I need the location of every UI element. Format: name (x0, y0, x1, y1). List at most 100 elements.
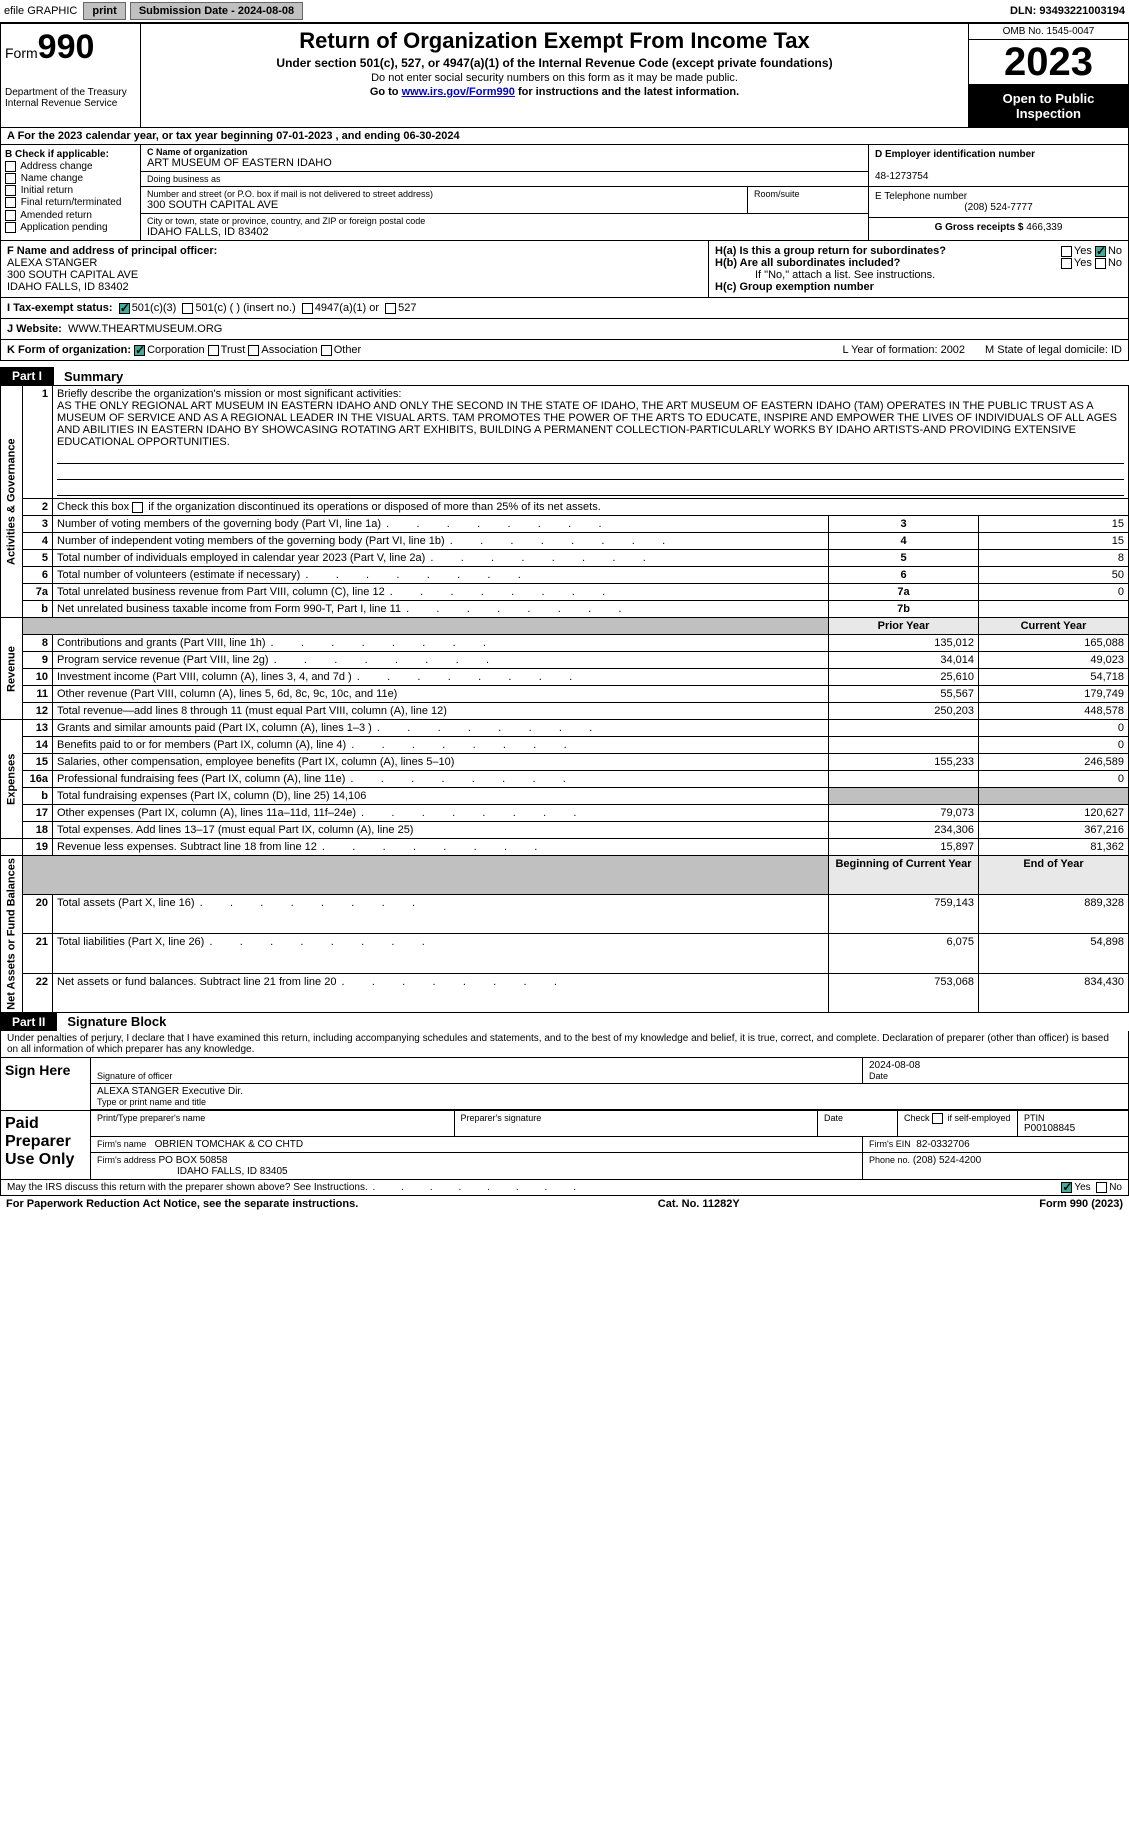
footer-form: Form 990 (2023) (1039, 1198, 1123, 1210)
ptin-value: P00108845 (1024, 1123, 1122, 1134)
line-16b-num: b (23, 788, 53, 805)
line-17-num: 17 (23, 805, 53, 822)
officer-name: ALEXA STANGER Executive Dir. (97, 1086, 1122, 1097)
f-addr1: 300 SOUTH CAPITAL AVE (7, 269, 138, 281)
summary-table: Activities & Governance 1 Briefly descri… (0, 385, 1129, 1013)
goto-post: for instructions and the latest informat… (515, 86, 739, 98)
chk-hb-yes[interactable] (1061, 258, 1072, 269)
line-7a-desc: Total unrelated business revenue from Pa… (53, 584, 829, 601)
line-17-curr: 120,627 (979, 805, 1129, 822)
line-22-num: 22 (23, 973, 53, 1012)
line-15-prior: 155,233 (829, 754, 979, 771)
i-4947: 4947(a)(1) or (315, 302, 379, 314)
chk-assoc[interactable] (248, 345, 259, 356)
chk-initial-return[interactable] (5, 185, 16, 196)
line-11-num: 11 (23, 686, 53, 703)
row-a-text: A For the 2023 calendar year, or tax yea… (7, 130, 460, 142)
line-7b-val (979, 601, 1129, 618)
chk-other[interactable] (321, 345, 332, 356)
ha-yes: Yes (1074, 245, 1092, 257)
line-16b-desc: Total fundraising expenses (Part IX, col… (53, 788, 829, 805)
form-subtitle-1: Under section 501(c), 527, or 4947(a)(1)… (145, 56, 964, 70)
print-button[interactable]: print (83, 2, 125, 20)
chk-corp[interactable] (134, 345, 145, 356)
line-2-desc: Check this box if the organization disco… (53, 499, 1129, 516)
chk-ha-no[interactable] (1095, 246, 1106, 257)
city-value: IDAHO FALLS, ID 83402 (147, 226, 862, 238)
line-13-num: 13 (23, 720, 53, 737)
i-527: 527 (398, 302, 416, 314)
line-1-num: 1 (23, 386, 53, 499)
chk-hb-no[interactable] (1095, 258, 1106, 269)
chk-application-pending[interactable] (5, 222, 16, 233)
firm-phone-label: Phone no. (869, 1155, 910, 1165)
firm-name-label: Firm's name (97, 1139, 146, 1149)
line-7a-num: 7a (23, 584, 53, 601)
line-21-desc: Total liabilities (Part X, line 26) (53, 934, 829, 973)
line-7b-desc: Net unrelated business taxable income fr… (53, 601, 829, 618)
col-c-org-info: C Name of organization ART MUSEUM OF EAS… (141, 145, 868, 240)
line-16a-desc: Professional fundraising fees (Part IX, … (53, 771, 829, 788)
chk-line2[interactable] (132, 502, 143, 513)
chk-address-change[interactable] (5, 161, 16, 172)
line-3-val: 15 (979, 516, 1129, 533)
dba-label: Doing business as (147, 174, 862, 184)
row-a-tax-year: A For the 2023 calendar year, or tax yea… (0, 128, 1129, 145)
i-label: I Tax-exempt status: (7, 302, 113, 314)
k-trust: Trust (221, 344, 246, 356)
chk-final-return[interactable] (5, 197, 16, 208)
line-4-desc: Number of independent voting members of … (53, 533, 829, 550)
chk-ha-yes[interactable] (1061, 246, 1072, 257)
chk-self-employed[interactable] (932, 1113, 943, 1124)
line-6-desc: Total number of volunteers (estimate if … (53, 567, 829, 584)
side-activities: Activities & Governance (1, 386, 23, 618)
firm-ein: 82-0332706 (916, 1139, 969, 1150)
j-label: J Website: (7, 323, 62, 335)
line-10-curr: 54,718 (979, 669, 1129, 686)
firm-addr1: PO BOX 50858 (159, 1155, 228, 1166)
chk-501c3[interactable] (119, 303, 130, 314)
hb-note: If "No," attach a list. See instructions… (715, 269, 1122, 281)
fgh-row: F Name and address of principal officer:… (0, 241, 1129, 298)
chk-discuss-yes[interactable] (1061, 1182, 1072, 1193)
line-8-num: 8 (23, 635, 53, 652)
line-7a-val: 0 (979, 584, 1129, 601)
goto-pre: Go to (370, 86, 402, 98)
top-bar: efile GRAPHIC print Submission Date - 20… (0, 0, 1129, 24)
line-10-num: 10 (23, 669, 53, 686)
lbl-initial-return: Initial return (21, 185, 73, 196)
discuss-yes: Yes (1074, 1182, 1090, 1193)
chk-4947[interactable] (302, 303, 313, 314)
line-22-beg: 753,068 (829, 973, 979, 1012)
irs-link[interactable]: www.irs.gov/Form990 (402, 86, 515, 98)
line-19-prior: 15,897 (829, 839, 979, 856)
line-12-curr: 448,578 (979, 703, 1129, 720)
tel-label: E Telephone number (875, 191, 967, 202)
ptin-label: PTIN (1024, 1113, 1122, 1123)
line-10-prior: 25,610 (829, 669, 979, 686)
part2-tab: Part II (0, 1013, 57, 1031)
discuss-label: May the IRS discuss this return with the… (7, 1182, 578, 1193)
f-name: ALEXA STANGER (7, 257, 97, 269)
line-6-num: 6 (23, 567, 53, 584)
chk-discuss-no[interactable] (1096, 1182, 1107, 1193)
part1-title: Summary (54, 369, 123, 384)
lbl-address-change: Address change (20, 161, 92, 172)
line-14-desc: Benefits paid to or for members (Part IX… (53, 737, 829, 754)
chk-501c[interactable] (182, 303, 193, 314)
line-7b-box: 7b (829, 601, 979, 618)
chk-amended[interactable] (5, 210, 16, 221)
line-9-curr: 49,023 (979, 652, 1129, 669)
submission-date: Submission Date - 2024-08-08 (130, 2, 303, 20)
chk-trust[interactable] (208, 345, 219, 356)
efile-label: efile GRAPHIC (4, 5, 77, 17)
line-18-desc: Total expenses. Add lines 13–17 (must eq… (53, 822, 829, 839)
line-12-prior: 250,203 (829, 703, 979, 720)
line-5-desc: Total number of individuals employed in … (53, 550, 829, 567)
chk-name-change[interactable] (5, 173, 16, 184)
sig-date: 2024-08-08 (869, 1060, 1122, 1071)
org-name: ART MUSEUM OF EASTERN IDAHO (147, 157, 862, 169)
line-11-curr: 179,749 (979, 686, 1129, 703)
line-22-end: 834,430 (979, 973, 1129, 1012)
chk-527[interactable] (385, 303, 396, 314)
